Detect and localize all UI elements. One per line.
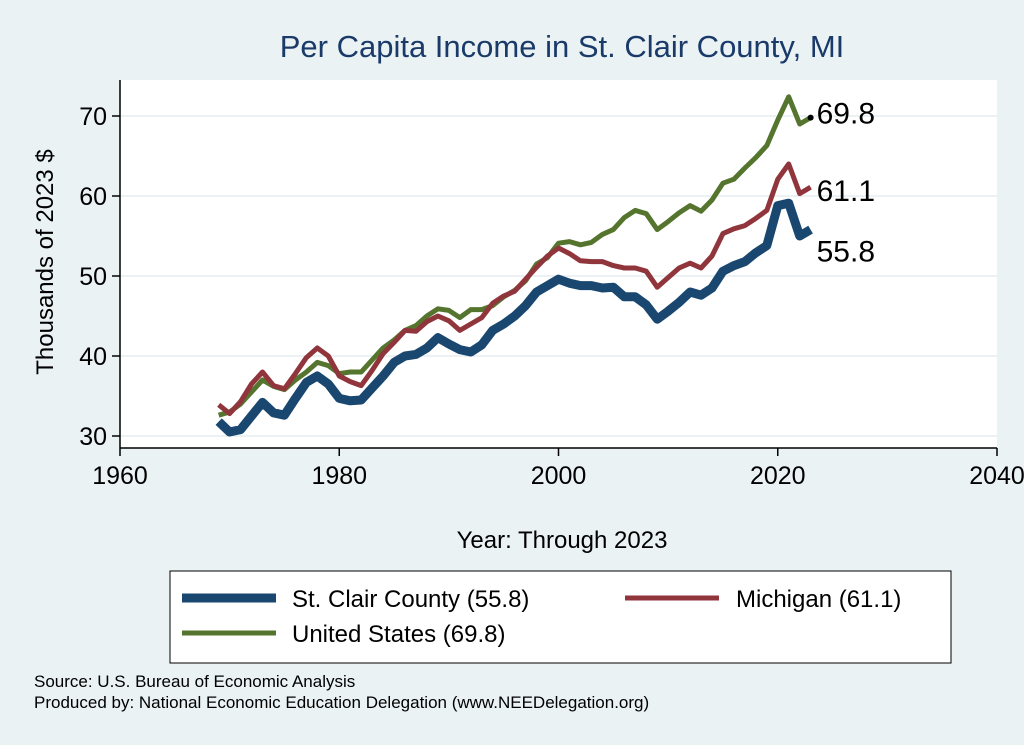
x-ticks: 1960 1980 2000 2020 2040: [92, 448, 1024, 490]
source-note: Source: U.S. Bureau of Economic Analysis: [34, 672, 356, 691]
x-tick-label-2040: 2040: [969, 462, 1024, 490]
end-labels: 55.8 61.1 69.8: [807, 98, 875, 269]
y-tick-label-50: 50: [79, 263, 107, 291]
y-tick-label-40: 40: [79, 343, 107, 371]
x-tick-label-2020: 2020: [750, 462, 806, 490]
series-lines: [215, 94, 813, 437]
series-line-michigan: [217, 161, 812, 417]
y-tick-label-70: 70: [79, 103, 107, 131]
legend-label-michigan: Michigan (61.1): [736, 586, 901, 613]
end-marker-united-states: [807, 114, 814, 121]
series-line-st-clair-county: [215, 198, 813, 437]
x-tick-label-1980: 1980: [311, 462, 367, 490]
y-axis-title: Thousands of 2023 $: [32, 149, 59, 375]
end-label-michigan: 61.1: [817, 175, 875, 208]
plot-area: [120, 80, 997, 448]
x-axis-title: Year: Through 2023: [457, 527, 668, 554]
end-label-united-states: 69.8: [817, 98, 875, 131]
y-tick-label-60: 60: [79, 183, 107, 211]
y-tick-label-30: 30: [79, 423, 107, 451]
legend-label-united-states: United States (69.8): [292, 621, 505, 648]
x-tick-label-2000: 2000: [531, 462, 587, 490]
x-tick-label-1960: 1960: [92, 462, 148, 490]
legend-label-st-clair: St. Clair County (55.8): [292, 586, 529, 613]
legend-box: [169, 570, 952, 664]
chart-title: Per Capita Income in St. Clair County, M…: [280, 29, 845, 64]
legend: St. Clair County (55.8) Michigan (61.1) …: [169, 570, 952, 664]
y-ticks: 30 40 50 60 70: [79, 103, 120, 451]
produced-by-note: Produced by: National Economic Education…: [34, 693, 650, 712]
end-label-st-clair-county: 55.8: [817, 236, 875, 269]
